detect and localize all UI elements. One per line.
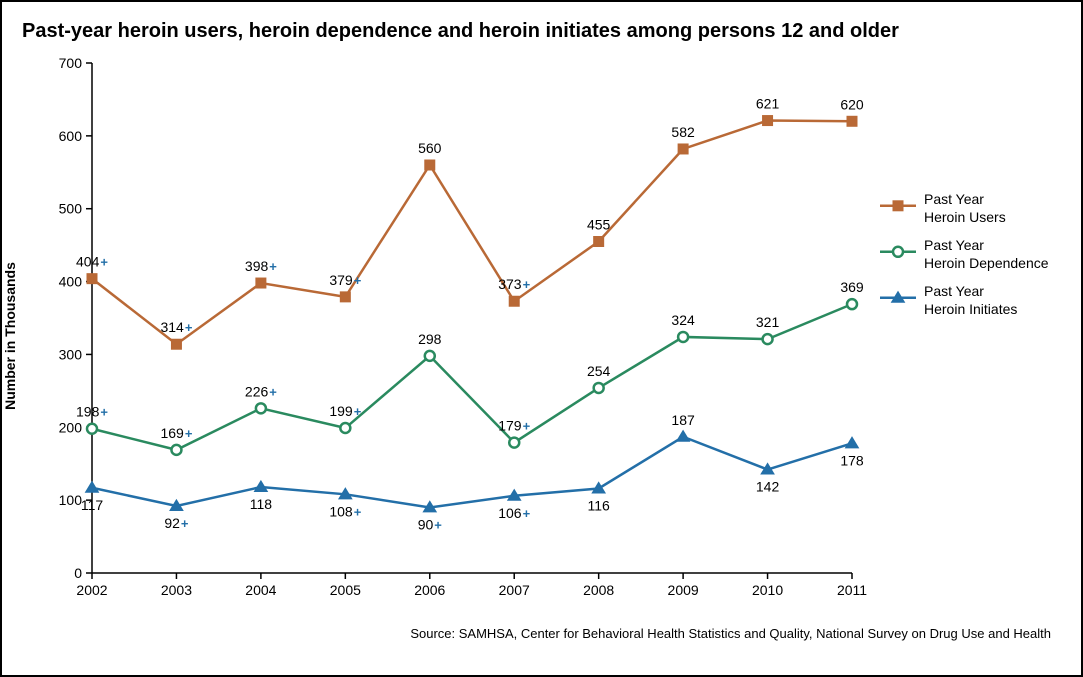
svg-text:2004: 2004	[245, 582, 276, 598]
svg-text:582: 582	[671, 124, 695, 140]
svg-text:118: 118	[250, 496, 273, 512]
svg-text:369: 369	[840, 279, 864, 295]
svg-text:620: 620	[840, 96, 864, 112]
svg-text:Heroin Dependence: Heroin Dependence	[924, 255, 1049, 271]
svg-text:400: 400	[59, 274, 83, 290]
svg-text:2002: 2002	[76, 582, 107, 598]
svg-text:2003: 2003	[161, 582, 192, 598]
svg-text:108+: 108+	[329, 503, 361, 519]
svg-text:Heroin Users: Heroin Users	[924, 209, 1006, 225]
chart-title: Past-year heroin users, heroin dependenc…	[22, 20, 1061, 43]
svg-text:314+: 314+	[160, 319, 192, 335]
svg-text:621: 621	[756, 96, 780, 112]
svg-text:379+: 379+	[329, 272, 361, 288]
svg-text:179+: 179+	[498, 418, 530, 434]
svg-text:0: 0	[74, 565, 82, 581]
svg-text:373+: 373+	[498, 276, 530, 292]
svg-text:106+: 106+	[498, 505, 530, 521]
svg-text:324: 324	[671, 312, 695, 328]
svg-text:700: 700	[59, 55, 83, 71]
svg-text:2009: 2009	[668, 582, 699, 598]
svg-text:187: 187	[671, 412, 695, 428]
chart-container: Past-year heroin users, heroin dependenc…	[0, 0, 1083, 677]
svg-text:Past Year: Past Year	[924, 283, 984, 299]
svg-text:226+: 226+	[245, 383, 277, 399]
svg-text:404+: 404+	[76, 254, 108, 270]
svg-text:600: 600	[59, 128, 83, 144]
y-axis-label: Number in Thousands	[2, 262, 18, 410]
svg-text:2006: 2006	[414, 582, 445, 598]
svg-text:200: 200	[59, 419, 83, 435]
source-text: Source: SAMHSA, Center for Behavioral He…	[22, 626, 1061, 641]
svg-text:2011: 2011	[837, 582, 867, 598]
svg-text:321: 321	[756, 314, 780, 330]
chart-svg: 0 100 200 300 400 500 600 700 2002 2003 2004 2005 20…	[22, 53, 1062, 618]
svg-text:199+: 199+	[329, 403, 361, 419]
svg-text:2005: 2005	[330, 582, 361, 598]
svg-text:2007: 2007	[499, 582, 530, 598]
svg-text:2008: 2008	[583, 582, 614, 598]
svg-text:300: 300	[59, 346, 83, 362]
svg-text:117: 117	[81, 497, 104, 513]
svg-text:500: 500	[59, 201, 83, 217]
svg-text:169+: 169+	[160, 425, 192, 441]
svg-text:90+: 90+	[418, 516, 443, 532]
svg-text:178: 178	[840, 452, 864, 468]
plot-area: Number in Thousands 01002003004005006007…	[22, 53, 1061, 618]
svg-text:Past Year: Past Year	[924, 237, 984, 253]
svg-text:92+: 92+	[164, 515, 189, 531]
svg-text:142: 142	[756, 479, 780, 495]
svg-text:2010: 2010	[752, 582, 783, 598]
svg-text:100: 100	[59, 492, 83, 508]
svg-text:254: 254	[587, 363, 611, 379]
svg-text:Heroin Initiates: Heroin Initiates	[924, 301, 1017, 317]
svg-text:116: 116	[588, 497, 611, 513]
svg-text:198+: 198+	[76, 404, 108, 420]
svg-text:Past Year: Past Year	[924, 191, 984, 207]
svg-text:298: 298	[418, 331, 442, 347]
svg-text:560: 560	[418, 140, 442, 156]
svg-text:455: 455	[587, 217, 611, 233]
svg-text:398+: 398+	[245, 258, 277, 274]
